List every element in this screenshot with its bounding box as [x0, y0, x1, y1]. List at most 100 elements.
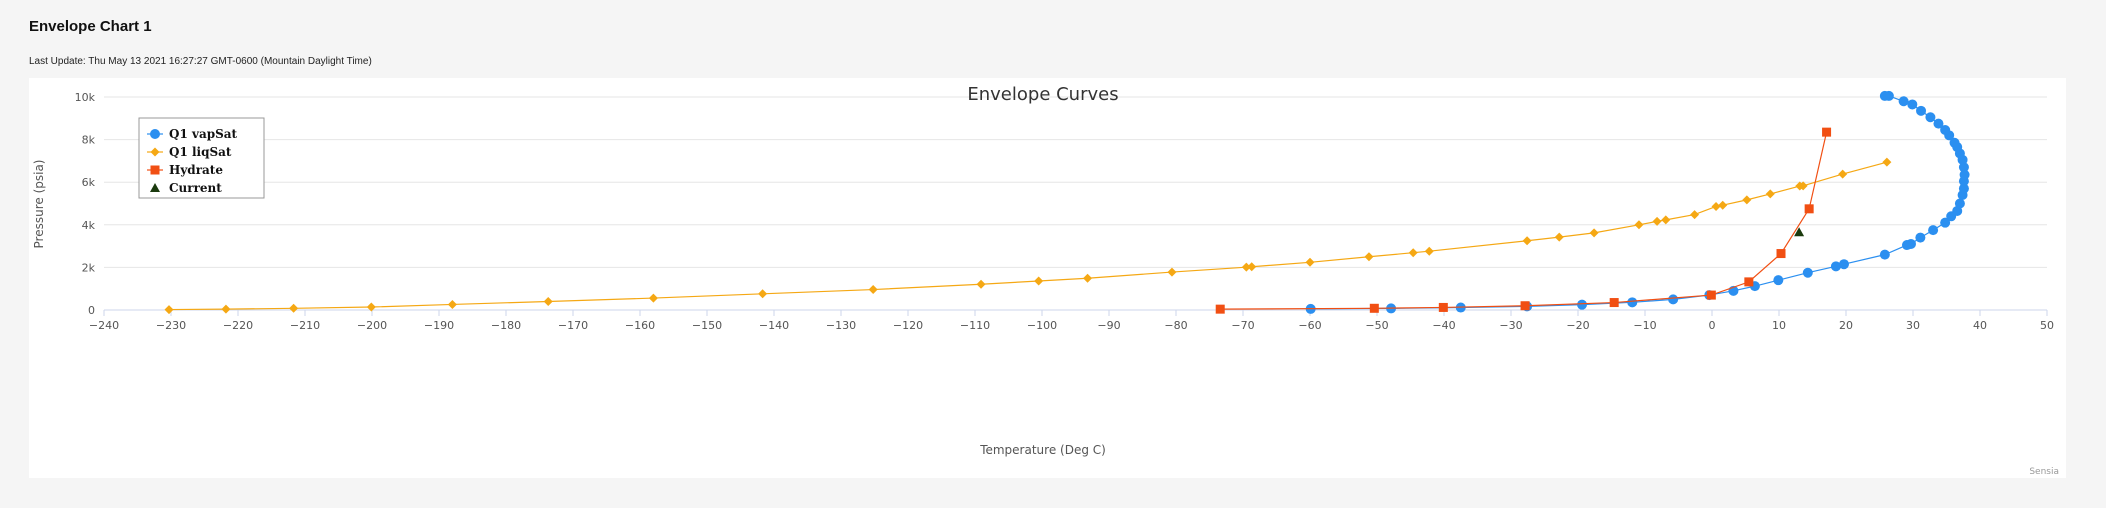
- data-point[interactable]: [1577, 299, 1588, 310]
- data-point[interactable]: [1933, 118, 1944, 129]
- data-point[interactable]: [1804, 204, 1814, 214]
- data-point[interactable]: [447, 299, 457, 309]
- data-point[interactable]: [1438, 302, 1448, 312]
- data-point[interactable]: [1215, 304, 1225, 314]
- data-point[interactable]: [1925, 112, 1936, 123]
- data-point[interactable]: [289, 303, 299, 313]
- data-point[interactable]: [1711, 201, 1721, 211]
- legend-marker[interactable]: [150, 183, 160, 192]
- data-point[interactable]: [1522, 236, 1532, 246]
- data-point[interactable]: [221, 304, 231, 314]
- x-tick-label: −210: [290, 319, 320, 332]
- data-point[interactable]: [1706, 290, 1716, 300]
- x-tick-label: −170: [558, 319, 588, 332]
- data-point[interactable]: [976, 279, 986, 289]
- data-point[interactable]: [1879, 90, 1890, 101]
- data-point[interactable]: [1959, 169, 1970, 180]
- x-tick-label: −220: [223, 319, 253, 332]
- data-point[interactable]: [1838, 259, 1849, 270]
- data-point[interactable]: [1798, 181, 1808, 191]
- data-point[interactable]: [1241, 262, 1251, 272]
- data-point[interactable]: [366, 302, 376, 312]
- data-point[interactable]: [1589, 228, 1599, 238]
- data-point[interactable]: [1940, 217, 1951, 228]
- data-point[interactable]: [1838, 169, 1848, 179]
- y-tick-label: 0: [88, 304, 95, 317]
- data-point[interactable]: [1718, 200, 1728, 210]
- data-point[interactable]: [1554, 232, 1564, 242]
- data-point[interactable]: [1690, 210, 1700, 220]
- data-point[interactable]: [1928, 225, 1939, 236]
- data-point[interactable]: [1520, 301, 1530, 311]
- data-point[interactable]: [1776, 249, 1786, 259]
- series-line: [1310, 95, 1966, 310]
- data-point[interactable]: [1609, 298, 1619, 308]
- data-point[interactable]: [1822, 127, 1832, 137]
- data-point[interactable]: [1949, 137, 1960, 148]
- x-tick-label: −20: [1566, 319, 1589, 332]
- data-point[interactable]: [1369, 303, 1379, 313]
- data-point[interactable]: [1167, 267, 1177, 277]
- legend-label: Hydrate: [169, 163, 223, 177]
- data-point[interactable]: [648, 293, 658, 303]
- legend-label: Current: [169, 181, 222, 195]
- data-point[interactable]: [164, 305, 174, 315]
- data-point[interactable]: [1364, 252, 1374, 262]
- data-point[interactable]: [1744, 277, 1754, 287]
- x-tick-label: −240: [89, 319, 119, 332]
- data-point[interactable]: [1668, 294, 1679, 305]
- data-point[interactable]: [1247, 262, 1257, 272]
- x-tick-label: −130: [826, 319, 856, 332]
- y-axis-label: Pressure (psia): [32, 160, 46, 249]
- data-point[interactable]: [1765, 189, 1775, 199]
- data-point[interactable]: [1634, 220, 1644, 230]
- data-point[interactable]: [1305, 257, 1315, 267]
- data-point[interactable]: [1408, 248, 1418, 258]
- data-point[interactable]: [1794, 227, 1805, 237]
- data-point[interactable]: [1958, 162, 1969, 173]
- data-point[interactable]: [1905, 238, 1916, 249]
- x-tick-label: −180: [491, 319, 521, 332]
- legend-marker[interactable]: [150, 147, 160, 157]
- data-point[interactable]: [1661, 215, 1671, 225]
- data-point[interactable]: [1652, 216, 1662, 226]
- data-point[interactable]: [758, 289, 768, 299]
- data-point[interactable]: [868, 285, 878, 295]
- legend-item[interactable]: Current: [150, 181, 222, 195]
- legend-item[interactable]: Hydrate: [147, 163, 223, 177]
- data-point[interactable]: [1802, 267, 1813, 278]
- data-point[interactable]: [1742, 195, 1752, 205]
- data-point[interactable]: [1424, 246, 1434, 256]
- chart-credit[interactable]: Sensia: [2029, 467, 2059, 477]
- data-point[interactable]: [1034, 276, 1044, 286]
- x-tick-label: 10: [1772, 319, 1786, 332]
- data-point[interactable]: [1954, 198, 1965, 209]
- x-tick-label: −230: [156, 319, 186, 332]
- legend-item[interactable]: Q1 vapSat: [147, 127, 238, 141]
- legend-marker[interactable]: [150, 165, 160, 175]
- x-tick-label: −160: [625, 319, 655, 332]
- data-point[interactable]: [1830, 261, 1841, 272]
- legend-item[interactable]: Q1 liqSat: [147, 145, 232, 159]
- x-tick-label: −10: [1633, 319, 1656, 332]
- data-point[interactable]: [1958, 183, 1969, 194]
- data-point[interactable]: [1879, 249, 1890, 260]
- series-q1-liqsat: [164, 157, 1892, 315]
- data-point[interactable]: [1898, 96, 1909, 107]
- data-point[interactable]: [1915, 232, 1926, 243]
- series-layer: [164, 90, 1970, 315]
- data-point[interactable]: [1882, 157, 1892, 167]
- data-point[interactable]: [543, 296, 553, 306]
- data-point[interactable]: [1773, 275, 1784, 286]
- x-tick-label: 20: [1839, 319, 1853, 332]
- x-tick-label: −60: [1298, 319, 1321, 332]
- data-point[interactable]: [1940, 125, 1951, 136]
- series-line: [1220, 132, 1828, 310]
- legend-marker[interactable]: [150, 129, 160, 139]
- data-point[interactable]: [1083, 273, 1093, 283]
- data-point[interactable]: [1627, 297, 1638, 308]
- data-point[interactable]: [1907, 99, 1918, 110]
- data-point[interactable]: [1916, 105, 1927, 116]
- chart-title: Envelope Curves: [967, 84, 1118, 105]
